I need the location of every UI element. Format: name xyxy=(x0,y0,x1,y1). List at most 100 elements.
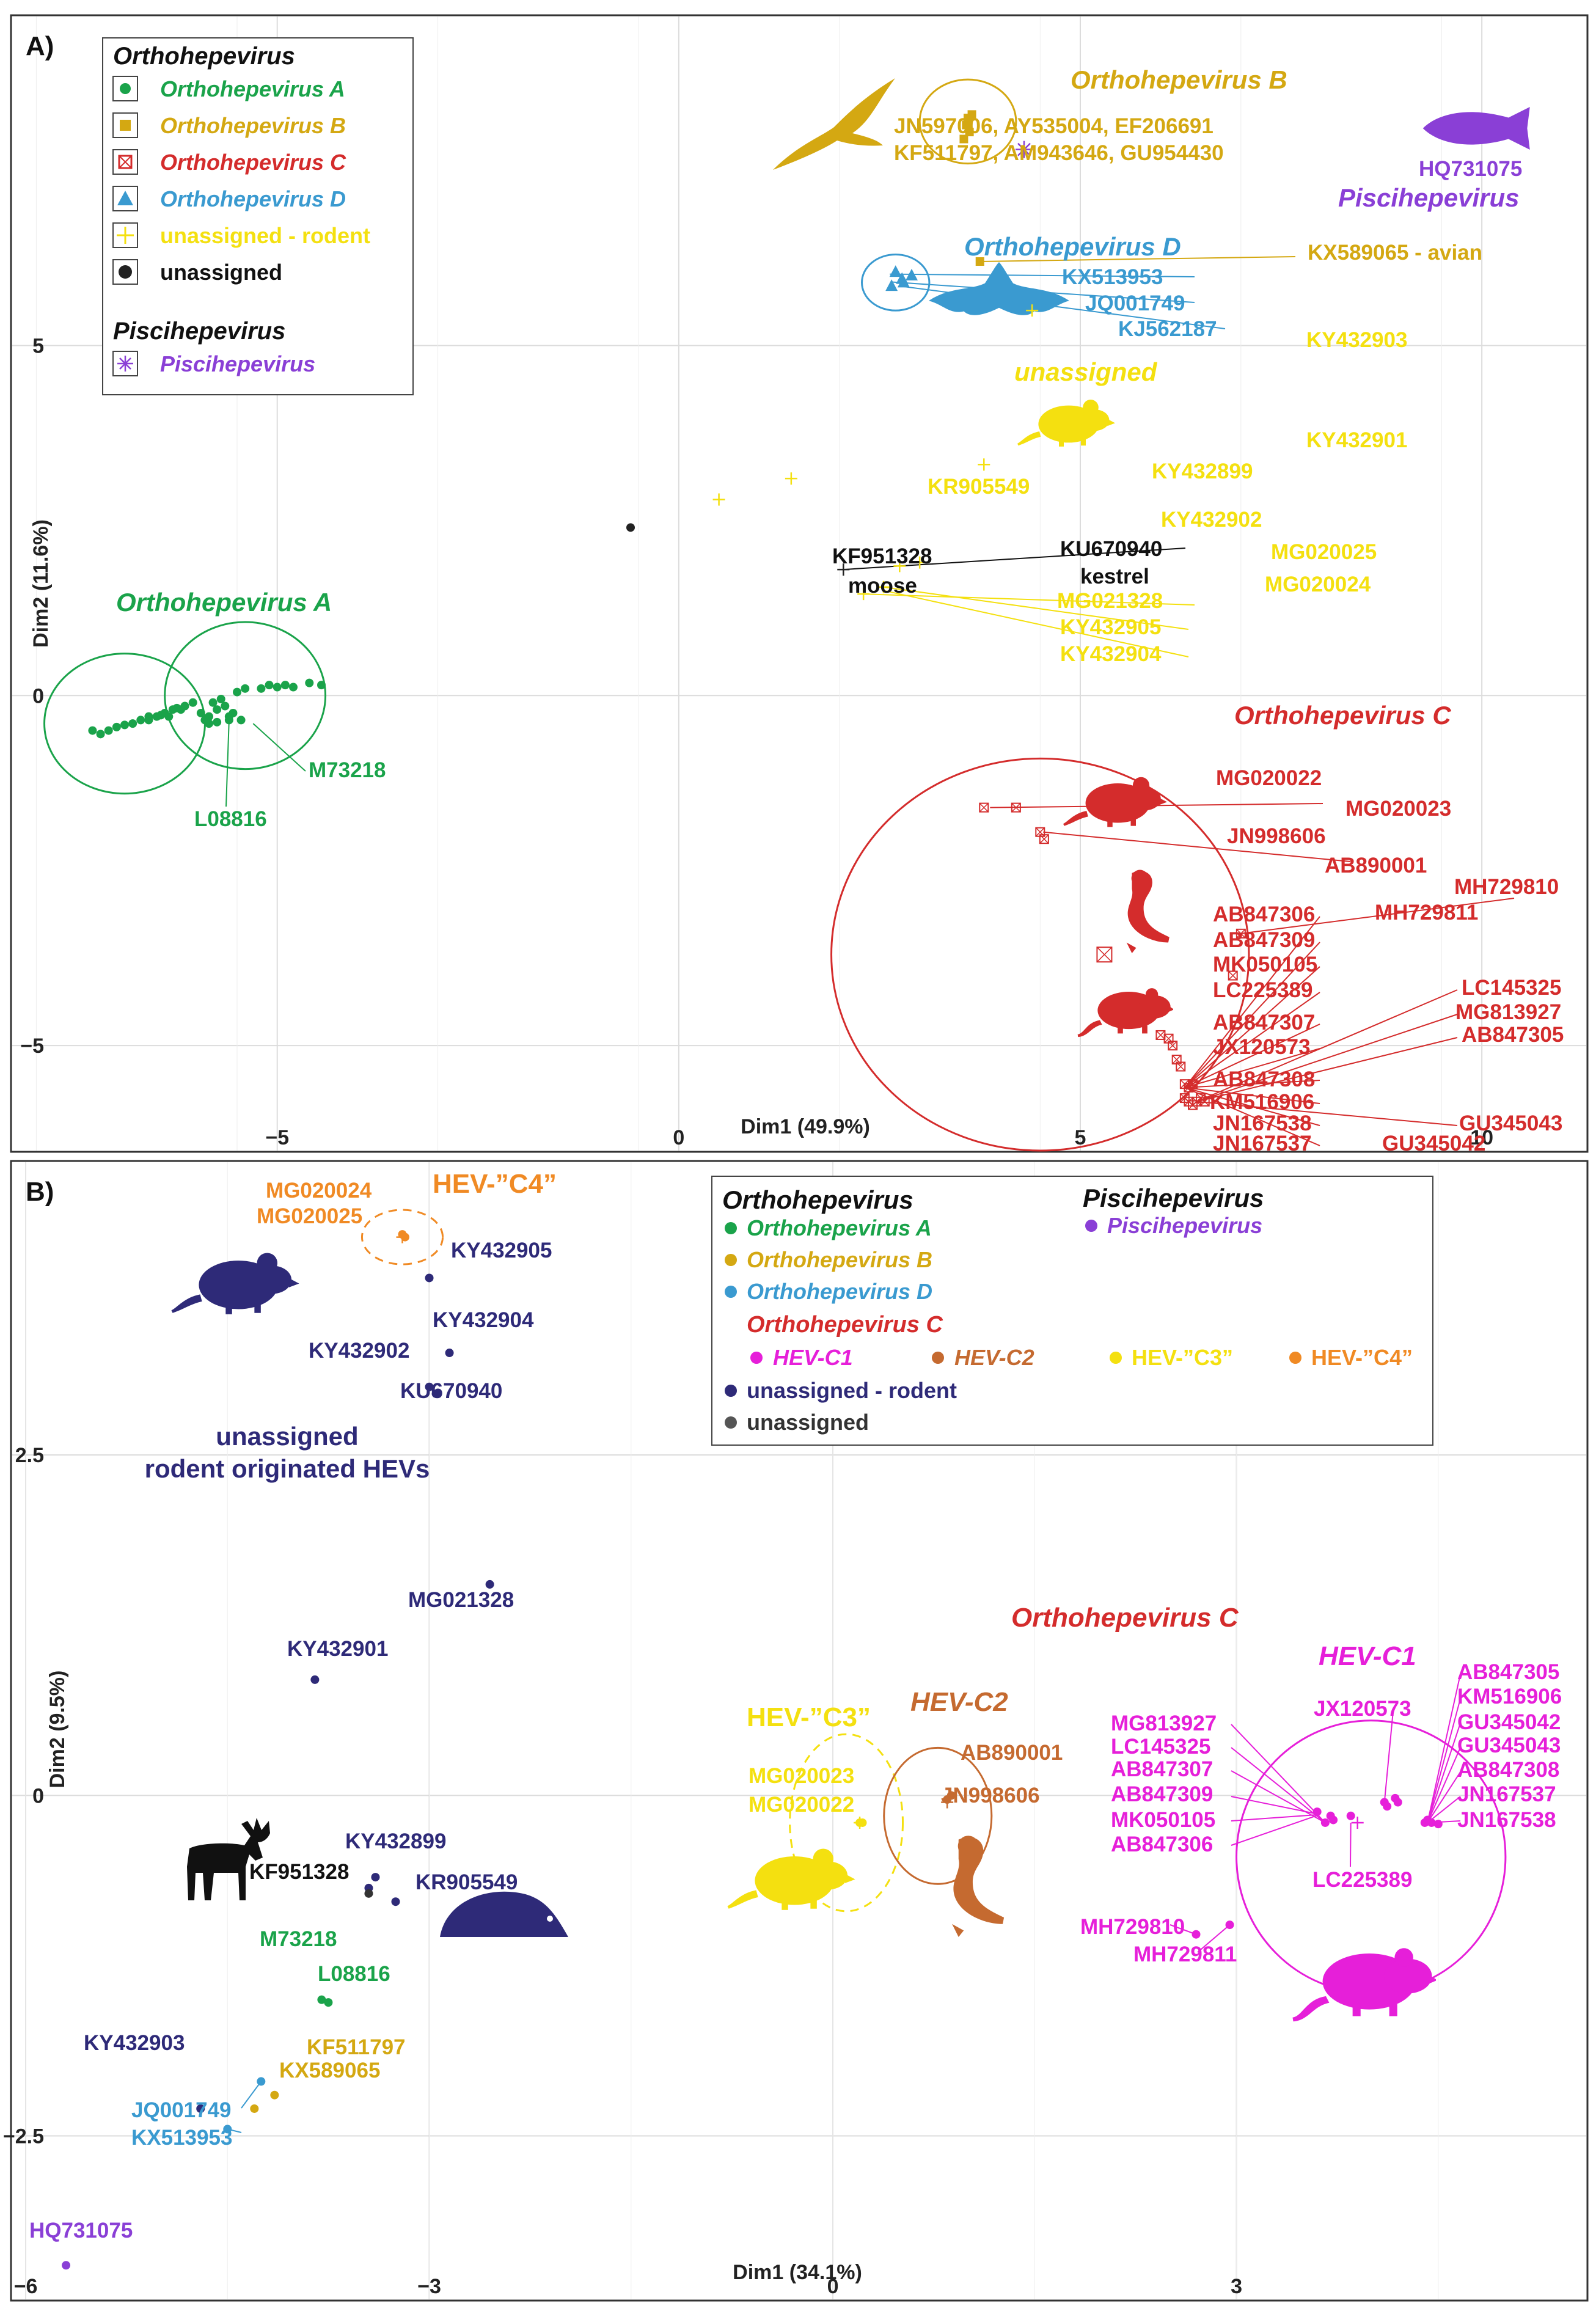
panel-a-label: A) xyxy=(26,31,54,61)
point-orthohepevirus-c-cross xyxy=(1176,1061,1185,1072)
point-orthohepevirus-a xyxy=(88,726,97,735)
ferret-red-silhouette-icon xyxy=(1126,870,1170,953)
point-orthohepevirus-c-cross xyxy=(1155,1030,1165,1040)
point-orthohepevirus-a xyxy=(213,717,222,727)
point-orthohepevirus-b xyxy=(270,2090,279,2100)
legend-item-unassigned-rodent: unassigned - rodent xyxy=(747,1378,957,1403)
point-orthohepevirus-a xyxy=(236,716,246,725)
point-orthohepevirus-c-cross xyxy=(1236,929,1246,939)
mouse-red-silhouette-icon xyxy=(1063,777,1167,827)
point-orthohepevirus-c-cross xyxy=(1168,1041,1177,1050)
point-orthohepevirus-a xyxy=(280,681,290,690)
legend-boxx-icon xyxy=(118,155,133,169)
point-orthohepevirus-a xyxy=(273,683,282,692)
leader-line xyxy=(1427,1747,1461,1823)
ellipse-c2 xyxy=(883,1746,993,1885)
panel-b-xtick-label: −6 xyxy=(14,2275,38,2298)
legend-item-orthohepevirus-c: Orthohepevirus C xyxy=(160,150,346,175)
point-orthohepevirus-a xyxy=(265,681,274,690)
label-ab847307: AB847307 xyxy=(1111,1757,1213,1781)
point-orthohepevirus-a xyxy=(205,719,213,728)
point-kestrel xyxy=(837,563,850,576)
point-orthohepevirus-a xyxy=(188,698,197,707)
label-mg020023: MG020023 xyxy=(1345,797,1451,821)
label-mk050105: MK050105 xyxy=(1213,953,1317,976)
point-orthohepevirus-a xyxy=(257,684,266,693)
label-ky432904: KY432904 xyxy=(1060,642,1162,666)
label-m73218: M73218 xyxy=(260,1927,337,1951)
label-jn998606: JN998606 xyxy=(1227,824,1326,848)
leader-line xyxy=(1184,916,1320,1088)
label-jq001749: JQ001749 xyxy=(1085,291,1185,315)
label-gu345042: GU345042 xyxy=(1382,1132,1485,1155)
point-hev-c1 xyxy=(1192,1930,1201,1939)
label-l08816: L08816 xyxy=(318,1962,390,1986)
ellipse-d xyxy=(861,254,931,312)
group-label-orthohepevirus-c: Orthohepevirus C xyxy=(1234,701,1451,730)
point-orthohepevirus-c xyxy=(1235,928,1246,939)
label-mg020023: MG020023 xyxy=(749,1764,854,1788)
panel-a-leader-lines xyxy=(225,256,1515,1146)
point-unassigned-rodent xyxy=(485,1580,494,1589)
panel-a-markers xyxy=(88,110,1246,1110)
legend-dot-icon xyxy=(1085,1220,1097,1232)
panel-b-xtick-label: 0 xyxy=(827,2275,839,2298)
leader-line xyxy=(1427,1796,1461,1823)
legend-box xyxy=(102,37,414,395)
label-mh729810: MH729810 xyxy=(1454,875,1559,899)
point-orthohepevirus-a xyxy=(305,678,314,687)
panel-a-xtick-label: 0 xyxy=(673,1126,684,1149)
label-ab847306: AB847306 xyxy=(1213,903,1315,926)
legend-plus-icon xyxy=(117,227,134,244)
label-ab890001: AB890001 xyxy=(961,1741,1063,1765)
centroid-hev-c3 xyxy=(854,1816,866,1829)
point-orthohepevirus-d xyxy=(257,2077,266,2086)
point-orthohepevirus-c-cross xyxy=(1011,803,1021,813)
centroid-hev-c1 xyxy=(1351,1816,1364,1829)
leader-line xyxy=(1231,1814,1320,1846)
label-b-line2: KF511797, AM943646, GU954430 xyxy=(894,141,1224,165)
ellipse-c xyxy=(830,757,1250,1152)
point-orthohepevirus-c-cross xyxy=(1188,1079,1198,1089)
label-hq731075: HQ731075 xyxy=(1419,157,1522,181)
legend-triangle-icon xyxy=(117,191,133,205)
label-kx513953: KX513953 xyxy=(1062,265,1163,289)
label-jn167538: JN167538 xyxy=(1457,1808,1556,1832)
point-orthohepevirus-b xyxy=(964,114,972,123)
leader-line xyxy=(1196,1014,1458,1102)
point-unassigned-rodent xyxy=(857,588,870,601)
group-label-hev-c3: HEV-”C3” xyxy=(747,1702,871,1732)
label-kf951328: KF951328 xyxy=(832,544,932,568)
point-orthohepevirus-c-cross xyxy=(1200,1097,1210,1107)
legend-square-icon xyxy=(120,120,131,131)
legend-item-hev-c3: HEV-”C3” xyxy=(1132,1345,1233,1370)
label-b-line1: JN597006, AY535004, EF206691 xyxy=(894,114,1213,138)
point-unassigned-rodent xyxy=(1026,304,1039,317)
label-mg020024: MG020024 xyxy=(1265,573,1371,596)
mouse-yellow-silhouette-icon xyxy=(727,1848,855,1910)
label-mh729810: MH729810 xyxy=(1080,1915,1185,1939)
legend-item-unassigned: unassigned xyxy=(747,1410,869,1435)
group-label-orthohepevirus-d: Orthohepevirus D xyxy=(964,232,1181,261)
panel-b-label: B) xyxy=(26,1177,54,1207)
group-label-unassigned: unassigned xyxy=(216,1422,358,1451)
label-ky432902: KY432902 xyxy=(309,1339,409,1363)
label-ab847309: AB847309 xyxy=(1111,1782,1213,1806)
leader-line xyxy=(1231,1724,1326,1823)
panel-a-strain-labels: JN597006, AY535004, EF206691 KF511797, A… xyxy=(194,114,1564,1155)
legend-item-piscihepevirus: Piscihepevirus xyxy=(1107,1213,1262,1238)
leader-line xyxy=(1043,831,1351,862)
leader-line xyxy=(1383,1710,1394,1803)
label-ky432903: KY432903 xyxy=(1306,328,1407,352)
leader-line xyxy=(1184,992,1320,1088)
panel-b: B) Dim1 (34.1%) Dim2 (9.5%) −6 −3 0 3 −2… xyxy=(3,1162,1586,2299)
group-label-hev-c2: HEV-C2 xyxy=(910,1687,1008,1717)
point-orthohepevirus-c-centroid-cross xyxy=(1096,946,1112,962)
label-km516906: KM516906 xyxy=(1457,1685,1562,1708)
point-unassigned-rodent xyxy=(877,580,890,593)
point-orthohepevirus-b xyxy=(250,2104,259,2113)
legend-boxx-cross-icon xyxy=(119,155,132,169)
label-kx513953: KX513953 xyxy=(131,2126,232,2150)
point-hev-c1 xyxy=(1427,1818,1436,1827)
label-ab847309: AB847309 xyxy=(1213,928,1315,952)
